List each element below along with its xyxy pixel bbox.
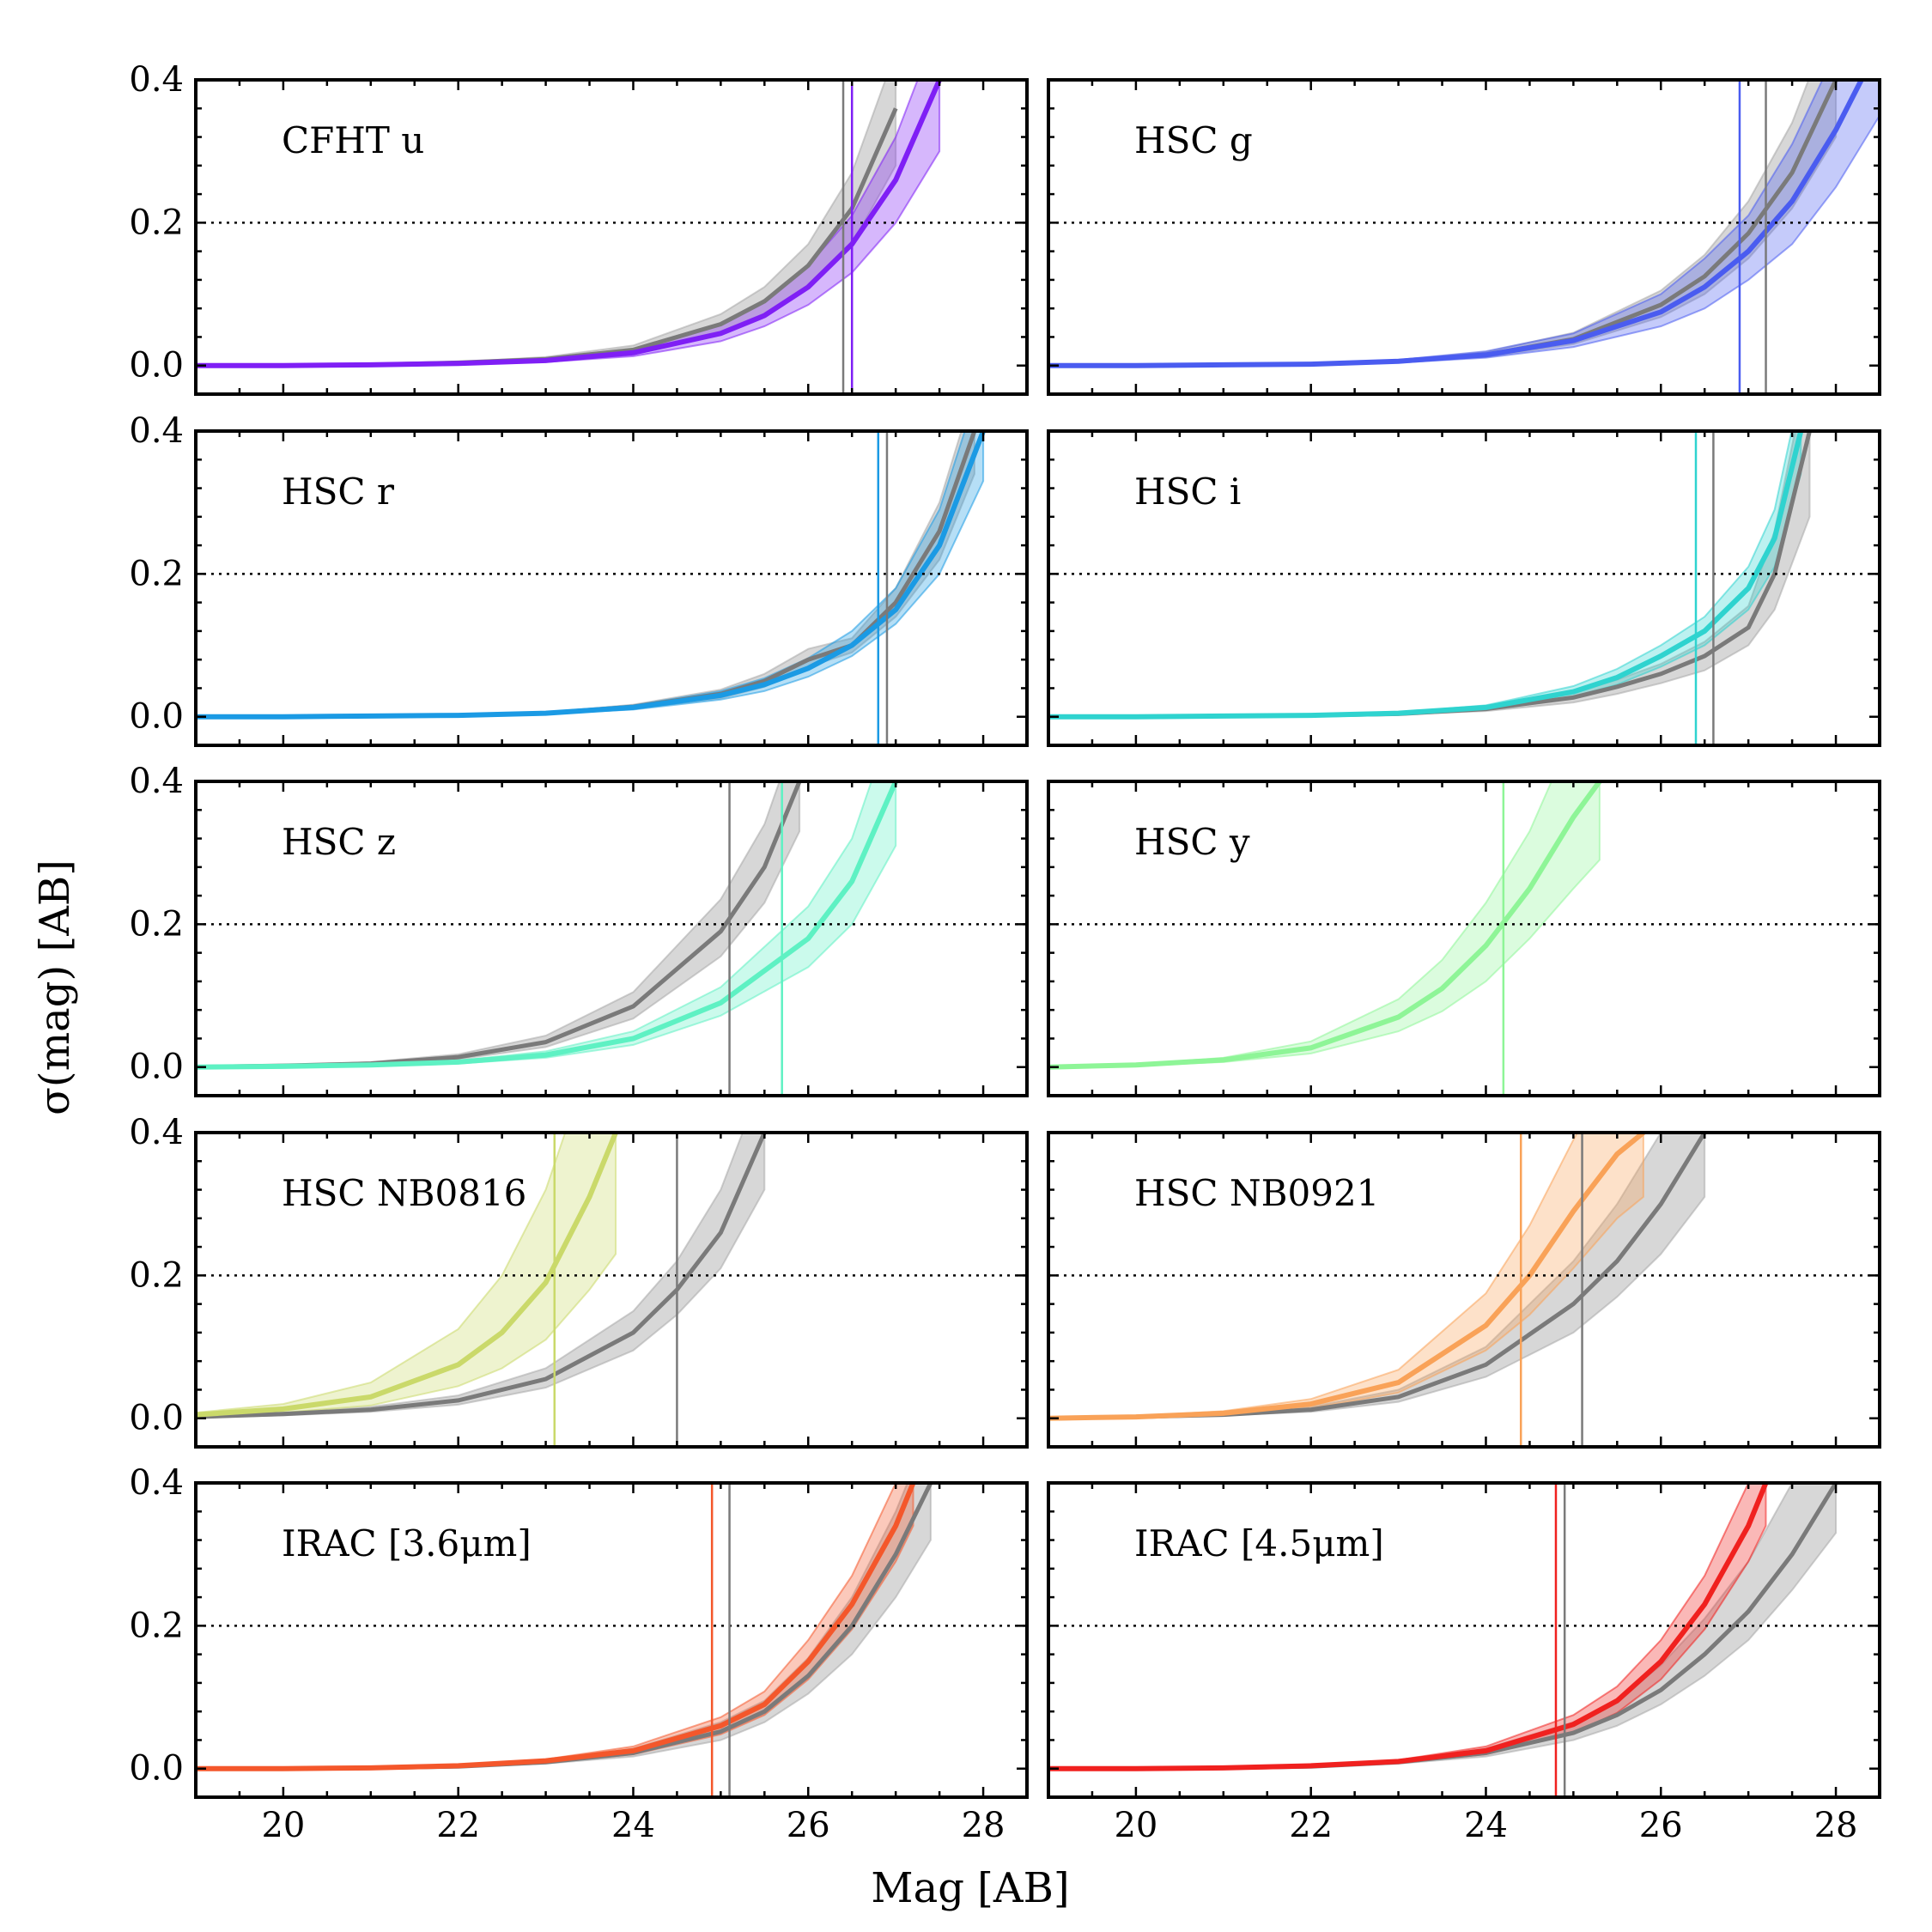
x-tick-label: 20 — [261, 1806, 305, 1845]
x-tick-label: 26 — [787, 1806, 830, 1845]
x-tick-label: 28 — [962, 1806, 1005, 1845]
panel-5: 0.0 0.2 0.4 HSC z — [129, 762, 1029, 1097]
panel-frame — [194, 780, 1029, 1097]
x-axis-title: Mag [AB] — [871, 1864, 1069, 1912]
plot-area — [1048, 1483, 1880, 1797]
panel-title: HSC r — [282, 471, 395, 513]
y-tick-label: 0.2 — [129, 203, 184, 242]
plot-area — [1048, 80, 1880, 394]
x-tick-label: 22 — [1289, 1806, 1333, 1845]
y-tick-label: 0.4 — [129, 411, 184, 451]
plot-area — [196, 781, 1027, 1096]
panel-6: HSC y — [1047, 780, 1881, 1097]
panel-10: 20 22 24 26 28 IRAC [4.5μm] — [1047, 1481, 1881, 1845]
y-tick-label: 0.0 — [129, 697, 184, 737]
y-tick-label: 0.2 — [129, 1255, 184, 1295]
panel-8: HSC NB0921 — [1047, 1131, 1881, 1449]
reference-uncertainty-band — [1048, 1133, 1706, 1419]
y-tick-label: 0.4 — [129, 762, 184, 801]
median-line — [196, 781, 898, 1070]
panel-title: HSC y — [1134, 821, 1250, 863]
median-line — [196, 1133, 618, 1418]
panel-1: 0.0 0.2 0.4 CFHT u — [129, 60, 1029, 396]
panel-frame — [1047, 429, 1881, 747]
plot-area — [1048, 1133, 1880, 1447]
median-line — [1048, 1133, 1645, 1421]
plot-area — [196, 431, 1027, 745]
reference-uncertainty-band — [196, 80, 897, 367]
panel-frame — [194, 1481, 1029, 1799]
median-line — [1048, 781, 1602, 1070]
y-tick-label: 0.4 — [129, 60, 184, 100]
y-tick-label: 0.4 — [129, 1463, 184, 1503]
y-axis-title: σ(mag) [AB] — [31, 860, 79, 1115]
uncertainty-band — [1048, 781, 1601, 1068]
y-tick-label: 0.2 — [129, 904, 184, 944]
y-tick-label: 0.0 — [129, 1399, 184, 1438]
panel-frame — [1047, 1131, 1881, 1449]
panel-frame — [1047, 78, 1881, 396]
reference-uncertainty-band — [1048, 80, 1838, 367]
uncertainty-band — [196, 781, 897, 1068]
panel-grid: 0.0 0.2 0.4 CFHT u HSC g 0.0 0.2 0.4 HSC r HSC i 0… — [129, 60, 1881, 1845]
plot-area — [1048, 781, 1880, 1096]
panel-title: HSC g — [1134, 119, 1253, 161]
panel-frame — [194, 78, 1029, 396]
x-tick-label: 20 — [1114, 1806, 1157, 1845]
x-tick-label: 24 — [1464, 1806, 1508, 1845]
panel-4: HSC i — [1047, 429, 1881, 747]
panel-title: HSC NB0921 — [1134, 1172, 1379, 1214]
panel-9: 0.0 0.2 0.4 20 22 24 26 28 IRAC [3.6μm] — [129, 1463, 1029, 1845]
uncertainty-band — [1048, 80, 1880, 367]
panel-title: HSC NB0816 — [282, 1172, 526, 1214]
panel-title: IRAC [4.5μm] — [1134, 1522, 1384, 1564]
reference-uncertainty-band — [196, 431, 975, 718]
panel-title: HSC i — [1134, 471, 1241, 513]
panel-frame — [194, 429, 1029, 747]
panel-title: IRAC [3.6μm] — [282, 1522, 532, 1564]
reference-median-line — [196, 1133, 767, 1419]
panel-title: CFHT u — [282, 119, 424, 161]
panel-frame — [1047, 780, 1881, 1097]
x-tick-label: 24 — [611, 1806, 655, 1845]
x-tick-label: 22 — [436, 1806, 480, 1845]
plot-area — [1048, 431, 1880, 745]
panel-7: 0.0 0.2 0.4 HSC NB0816 — [129, 1113, 1029, 1449]
y-tick-label: 0.0 — [129, 346, 184, 386]
median-line — [196, 80, 942, 368]
y-tick-label: 0.2 — [129, 1606, 184, 1645]
plot-area — [196, 1133, 1027, 1447]
panel-frame — [194, 1131, 1029, 1449]
uncertainty-band — [1048, 1133, 1644, 1419]
y-tick-label: 0.0 — [129, 1048, 184, 1087]
panel-title: HSC z — [282, 821, 396, 863]
median-line — [1048, 80, 1865, 368]
y-tick-label: 0.4 — [129, 1113, 184, 1152]
uncertainty-band — [196, 1133, 617, 1418]
uncertainty-band — [196, 431, 985, 718]
median-line — [196, 1483, 916, 1771]
plot-area — [196, 80, 1027, 394]
median-line — [1048, 431, 1804, 720]
panel-3: 0.0 0.2 0.4 HSC r — [129, 411, 1029, 747]
median-line — [1048, 1483, 1769, 1771]
median-line — [196, 431, 986, 720]
x-tick-label: 26 — [1639, 1806, 1683, 1845]
y-tick-label: 0.2 — [129, 554, 184, 593]
uncertainty-band — [196, 80, 941, 367]
x-tick-label: 28 — [1814, 1806, 1858, 1845]
panel-2: HSC g — [1047, 78, 1881, 396]
reference-uncertainty-band — [196, 1483, 932, 1770]
plot-area — [196, 1483, 1027, 1797]
panel-frame — [1047, 1481, 1881, 1799]
y-tick-label: 0.0 — [129, 1749, 184, 1789]
